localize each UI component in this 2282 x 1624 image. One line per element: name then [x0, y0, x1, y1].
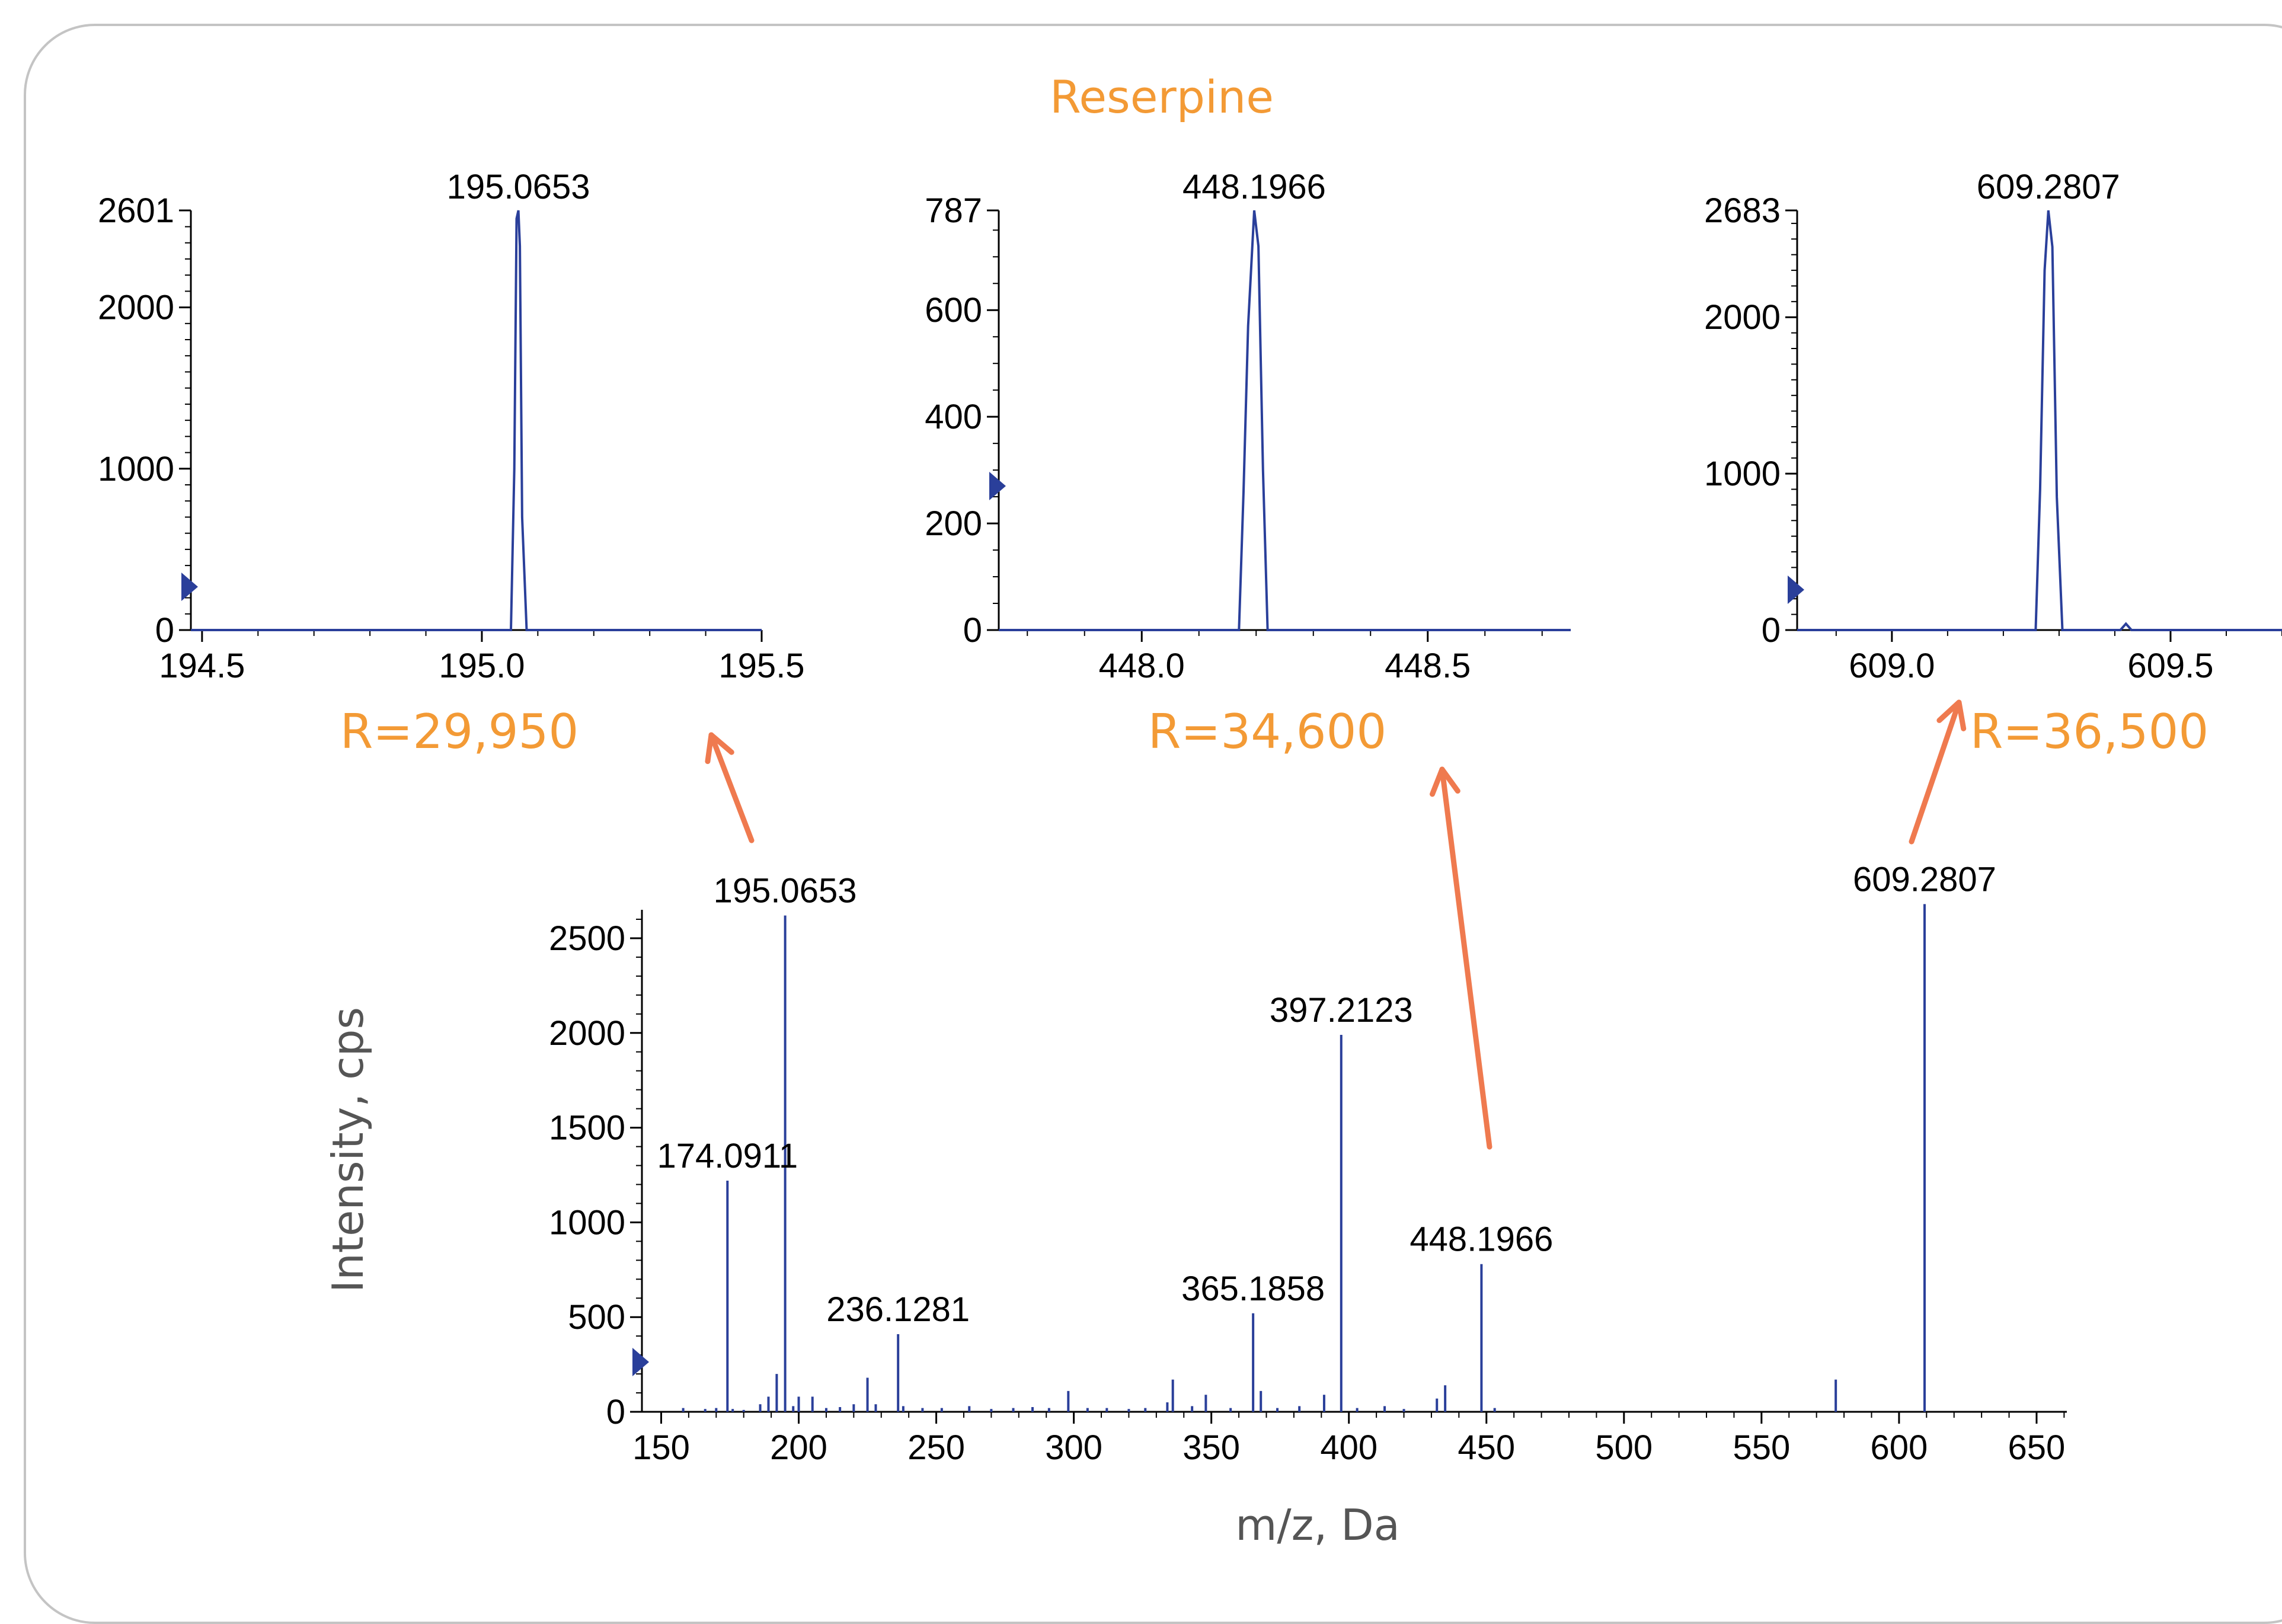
- peak-label: 236.1281: [826, 1290, 970, 1329]
- x-tick-label: 300: [1045, 1428, 1102, 1467]
- y-tick-label: 500: [568, 1298, 625, 1337]
- resolution-label-3: R=36,500: [1970, 704, 2209, 759]
- y-tick-label: 2500: [549, 919, 625, 958]
- profile-peak: [191, 210, 762, 631]
- chart-panel-2: 0 200 400 600 787 448.0 448.5 448.1966: [925, 168, 1571, 685]
- chart-panel-4: 0 500 1000 1500 2000 2500 150 200 250 300 350 400 45…: [549, 860, 2067, 1467]
- y-tick-label: 0: [155, 611, 174, 650]
- x-tick-label: 600: [1871, 1428, 1928, 1467]
- chart-panel-1: 0 1000 2000 2601 194.5 195.0 195.5 195.0653: [98, 168, 805, 685]
- y-tick-label: 2000: [98, 289, 174, 327]
- x-tick-label: 609.0: [1849, 647, 1935, 685]
- y-tick-label: 1500: [549, 1109, 625, 1147]
- profile-peak: [999, 210, 1571, 631]
- peak-label: 609.2807: [1977, 168, 2120, 206]
- threshold-marker: [989, 472, 1006, 500]
- threshold-marker: [1788, 576, 1804, 604]
- x-tick-label: 195.0: [439, 647, 525, 685]
- y-tick-label: 2601: [98, 191, 174, 230]
- peak-label: 448.1966: [1410, 1220, 1553, 1259]
- x-tick-label: 400: [1320, 1428, 1377, 1467]
- arrows: [705, 699, 1967, 1150]
- y-axis-title: Intensity, cps: [323, 1007, 373, 1293]
- y-tick-label: 1000: [549, 1203, 625, 1242]
- resolution-label-2: R=34,600: [1148, 704, 1387, 759]
- y-tick-label: 1000: [98, 450, 174, 488]
- x-tick-label: 250: [907, 1428, 965, 1467]
- y-tick-label: 0: [963, 611, 982, 650]
- x-tick-label: 450: [1458, 1428, 1515, 1467]
- peak-label: 365.1858: [1181, 1270, 1325, 1308]
- arrow-448: [1439, 766, 1492, 1150]
- y-tick-label: 0: [1762, 611, 1781, 650]
- x-tick-label: 195.5: [718, 647, 804, 685]
- peak-label: 448.1966: [1182, 168, 1326, 206]
- y-tick-label: 787: [925, 191, 982, 230]
- spectra-figure: Reserpine R=29,950 R=34,600 R=36,500 Int…: [98, 71, 2282, 1550]
- x-tick-label: 350: [1182, 1428, 1240, 1467]
- x-tick-label: 650: [2008, 1428, 2066, 1467]
- peak-label: 174.0911: [657, 1137, 798, 1175]
- x-tick-label: 500: [1595, 1428, 1653, 1467]
- x-tick-label: 448.0: [1099, 647, 1185, 685]
- arrow-609: [1909, 699, 1962, 845]
- x-tick-label: 609.5: [2127, 647, 2213, 685]
- y-tick-label: 2000: [1704, 298, 1781, 337]
- chart-panel-3: 0 1000 2000 2683 609.0 609.5 609.2807: [1704, 168, 2282, 685]
- y-tick-label: 0: [606, 1393, 625, 1431]
- y-tick-label: 2000: [549, 1014, 625, 1053]
- y-tick-label: 400: [925, 398, 982, 436]
- x-tick-label: 150: [632, 1428, 690, 1467]
- y-tick-label: 200: [925, 504, 982, 543]
- arrow-448-head: [1430, 766, 1460, 797]
- y-tick-label: 2683: [1704, 191, 1781, 230]
- arrow-195-head: [705, 732, 734, 765]
- x-tick-label: 550: [1733, 1428, 1790, 1467]
- arrow-609-head: [1936, 699, 1967, 731]
- peak-label: 195.0653: [447, 168, 590, 206]
- figure-frame: [24, 24, 2282, 1624]
- threshold-marker: [632, 1348, 649, 1376]
- x-tick-label: 194.5: [159, 647, 245, 685]
- x-tick-label: 448.5: [1385, 647, 1471, 685]
- x-axis-title: m/z, Da: [1235, 1500, 1400, 1550]
- peak-label: 609.2807: [1853, 860, 1996, 899]
- x-tick-label: 200: [770, 1428, 827, 1467]
- y-tick-label: 600: [925, 291, 982, 330]
- peak-label: 397.2123: [1270, 991, 1413, 1030]
- chart-title: Reserpine: [1050, 71, 1274, 123]
- y-tick-label: 1000: [1704, 455, 1781, 493]
- peak-label: 195.0653: [714, 872, 857, 910]
- resolution-label-1: R=29,950: [340, 704, 579, 759]
- arrow-195: [708, 732, 755, 843]
- threshold-marker: [181, 573, 198, 601]
- profile-peak: [1797, 210, 2282, 631]
